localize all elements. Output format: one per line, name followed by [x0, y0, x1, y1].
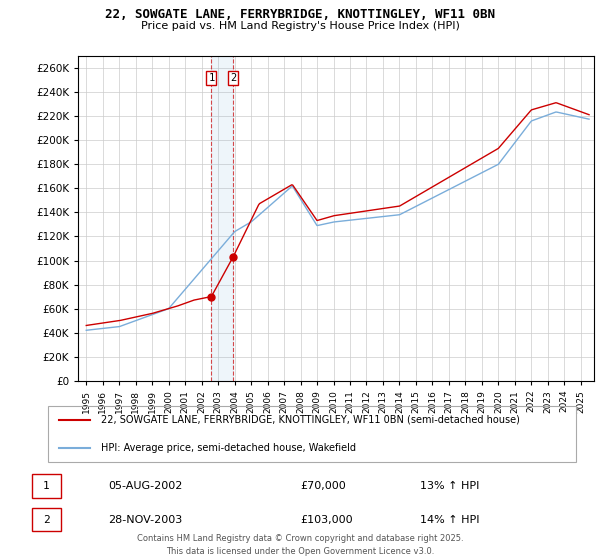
Text: 2: 2 [230, 73, 236, 83]
Text: 28-NOV-2003: 28-NOV-2003 [108, 515, 182, 525]
Text: 22, SOWGATE LANE, FERRYBRIDGE, KNOTTINGLEY, WF11 0BN (semi-detached house): 22, SOWGATE LANE, FERRYBRIDGE, KNOTTINGL… [101, 415, 520, 425]
Text: 05-AUG-2002: 05-AUG-2002 [108, 481, 182, 491]
Text: 2: 2 [43, 515, 50, 525]
Text: £103,000: £103,000 [300, 515, 353, 525]
Text: Contains HM Land Registry data © Crown copyright and database right 2025.
This d: Contains HM Land Registry data © Crown c… [137, 534, 463, 556]
Text: £70,000: £70,000 [300, 481, 346, 491]
Text: Price paid vs. HM Land Registry's House Price Index (HPI): Price paid vs. HM Land Registry's House … [140, 21, 460, 31]
Bar [211, 56, 233, 381]
Text: HPI: Average price, semi-detached house, Wakefield: HPI: Average price, semi-detached house,… [101, 443, 356, 453]
Text: 14% ↑ HPI: 14% ↑ HPI [420, 515, 479, 525]
Text: 13% ↑ HPI: 13% ↑ HPI [420, 481, 479, 491]
Text: 1: 1 [43, 481, 50, 491]
Text: 22, SOWGATE LANE, FERRYBRIDGE, KNOTTINGLEY, WF11 0BN: 22, SOWGATE LANE, FERRYBRIDGE, KNOTTINGL… [105, 8, 495, 21]
Text: 1: 1 [208, 73, 214, 83]
